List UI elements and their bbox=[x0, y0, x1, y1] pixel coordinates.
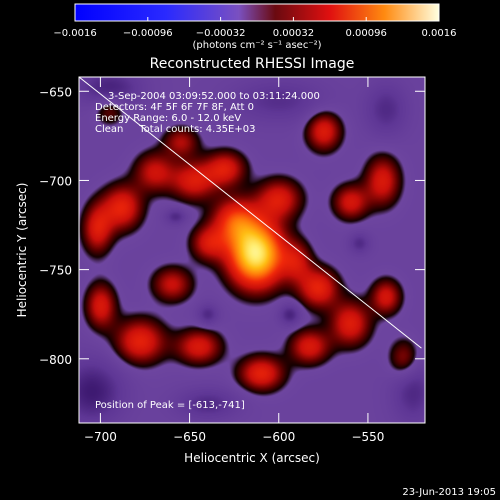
y-tick-label: −650 bbox=[39, 85, 72, 99]
plot-frame bbox=[78, 76, 426, 424]
y-axis-ticks: −650 −700 −750 −800 bbox=[39, 85, 425, 367]
colorbar-tick-label: 0.00096 bbox=[346, 28, 387, 39]
colorbar-tick-label: 0.00032 bbox=[273, 28, 314, 39]
annotation-energy: Energy Range: 6.0 - 12.0 keV bbox=[95, 113, 241, 124]
y-axis-label: Heliocentric Y (arcsec) bbox=[15, 183, 29, 318]
annotation-clean: Clean Total counts: 4.35E+03 bbox=[95, 124, 255, 135]
colorbar-ticks: −0.0016 −0.00096 −0.00032 0.00032 0.00096 0.0… bbox=[53, 17, 457, 39]
y-tick-label: −800 bbox=[39, 353, 72, 367]
heatmap-image bbox=[79, 77, 425, 423]
colorbar-tick-label: −0.00096 bbox=[123, 28, 173, 39]
y-tick-label: −700 bbox=[39, 174, 72, 188]
colorbar-tick-label: −0.0016 bbox=[53, 28, 96, 39]
colorbar-tick-label: 0.0016 bbox=[422, 28, 457, 39]
x-axis-ticks: −700 −650 −600 −550 bbox=[84, 77, 384, 444]
annotation-time: 3-Sep-2004 03:09:52.000 to 03:11:24.000 bbox=[108, 91, 320, 102]
peak-position-label: Position of Peak = [-613,-741] bbox=[95, 400, 245, 411]
x-tick-label: −600 bbox=[262, 430, 295, 444]
x-tick-label: −700 bbox=[84, 430, 117, 444]
colorbar-tick-label: −0.00032 bbox=[196, 28, 246, 39]
colorbar-bar bbox=[74, 3, 440, 22]
colorbar-units: (photons cm⁻² s⁻¹ asec⁻²) bbox=[192, 40, 321, 51]
limb-line bbox=[79, 77, 422, 349]
x-axis-label: Heliocentric X (arcsec) bbox=[184, 451, 320, 465]
footer-timestamp: 23-Jun-2013 19:05 bbox=[402, 487, 496, 498]
annotation-detectors: Detectors: 4F 5F 6F 7F 8F, Att 0 bbox=[95, 102, 254, 113]
x-tick-label: −550 bbox=[351, 430, 384, 444]
x-tick-label: −650 bbox=[173, 430, 206, 444]
chart-title: Reconstructed RHESSI Image bbox=[150, 56, 355, 72]
y-tick-label: −750 bbox=[39, 264, 72, 278]
